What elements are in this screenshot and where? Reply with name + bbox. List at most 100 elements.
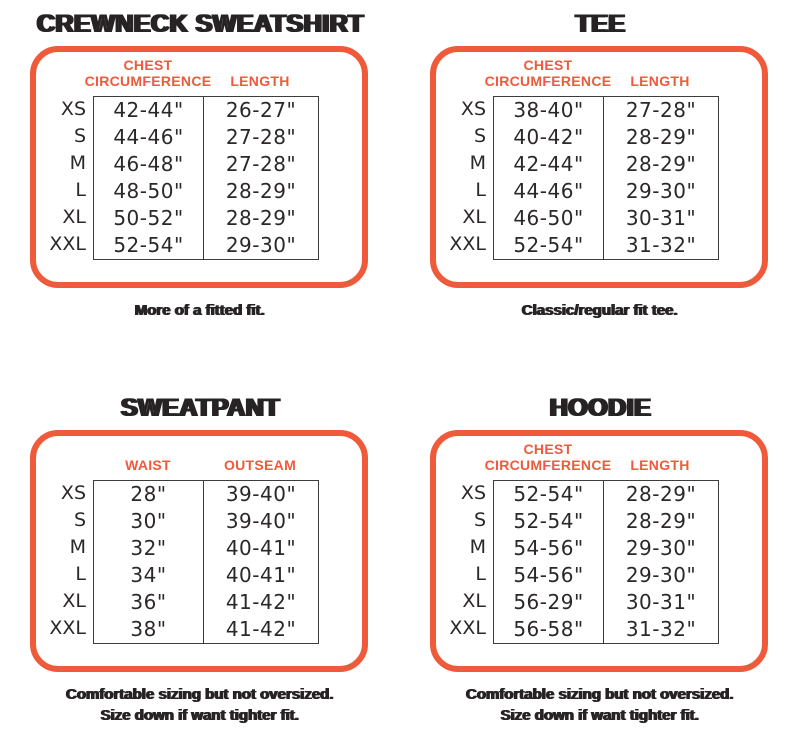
value-cell: 56-58" (513, 617, 584, 641)
size-label: S (73, 509, 86, 531)
value-cell: 28-29" (625, 509, 697, 533)
fit-caption-line: Classic/regular fit tee. (521, 302, 677, 319)
value-cell: 52-54" (513, 482, 584, 506)
fit-caption: More of a fitted fit. (10, 300, 388, 321)
size-label: XS (60, 482, 86, 504)
value-cell: 46-48" (113, 152, 184, 176)
size-label: L (75, 563, 86, 585)
fit-caption: Comfortable sizing but not oversized. Si… (410, 684, 788, 726)
value-cell: 52-54" (513, 509, 584, 533)
fit-caption-line: Size down if want tighter fit. (99, 707, 299, 724)
size-label-column: XS S M L XL XXL (436, 96, 486, 258)
size-chart-crewneck-sweatshirt: CREWNECK SWEATSHIRT CHEST CIRCUMFERENCE … (30, 0, 368, 372)
size-label: XL (62, 206, 86, 228)
chart-title: SWEATPANT (119, 394, 279, 422)
value-cell: 29-30" (625, 536, 697, 560)
size-label: S (73, 125, 86, 147)
table-column-1: 42-44" 44-46" 46-48" 48-50" 50-52" 52-54… (94, 97, 204, 259)
size-label: L (75, 179, 86, 201)
table-column-2: 26-27" 27-28" 27-28" 28-29" 28-29" 29-30… (204, 97, 318, 259)
measurements-table: 28" 30" 32" 34" 36" 38" 39-40" 39-40" 40… (93, 480, 319, 644)
size-chart-hoodie: HOODIE CHEST CIRCUMFERENCE LENGTH XS S M… (430, 384, 768, 745)
value-cell: 29-30" (625, 563, 697, 587)
size-label-column: XS S M L XL XXL (436, 480, 486, 642)
value-cell: 31-32" (625, 233, 697, 257)
value-cell: 30-31" (625, 590, 697, 614)
table-column-2: 28-29" 28-29" 29-30" 29-30" 30-31" 31-32… (604, 481, 718, 643)
value-cell: 52-54" (513, 233, 584, 257)
value-cell: 44-46" (113, 125, 184, 149)
column-header-length: LENGTH (230, 73, 290, 90)
value-cell: 41-42" (225, 617, 297, 641)
size-label-column: XS S M L XL XXL (36, 96, 86, 258)
column-header-chest-circumference: CHEST CIRCUMFERENCE (484, 56, 612, 90)
chart-card: CHEST CIRCUMFERENCE LENGTH XS S M L XL X… (430, 430, 768, 672)
value-cell: 50-52" (113, 206, 184, 230)
fit-caption-line: Comfortable sizing but not oversized. (465, 686, 733, 703)
column-header-chest-circumference: CHEST CIRCUMFERENCE (484, 440, 612, 474)
size-label: XXL (49, 617, 86, 639)
size-label: M (469, 536, 486, 558)
measurements-table: 52-54" 52-54" 54-56" 54-56" 56-29" 56-58… (493, 480, 719, 644)
value-cell: 40-41" (225, 563, 297, 587)
value-cell: 40-41" (225, 536, 297, 560)
value-cell: 29-30" (625, 179, 697, 203)
value-cell: 26-27" (225, 98, 297, 122)
size-label: XXL (449, 233, 486, 255)
size-label-column: XS S M L XL XXL (36, 480, 86, 642)
value-cell: 29-30" (225, 233, 297, 257)
value-cell: 38" (130, 617, 167, 641)
size-label: XS (460, 98, 486, 120)
table-column-2: 39-40" 39-40" 40-41" 40-41" 41-42" 41-42… (204, 481, 318, 643)
size-label: XXL (49, 233, 86, 255)
value-cell: 27-28" (225, 125, 297, 149)
value-cell: 52-54" (113, 233, 184, 257)
size-label: S (473, 125, 486, 147)
fit-caption-line: Comfortable sizing but not oversized. (65, 686, 333, 703)
size-label: M (69, 536, 86, 558)
measurements-table: 38-40" 40-42" 42-44" 44-46" 46-50" 52-54… (493, 96, 719, 260)
size-label: XS (60, 98, 86, 120)
column-header-length: LENGTH (630, 457, 690, 474)
size-label: XL (462, 590, 486, 612)
value-cell: 42-44" (113, 98, 184, 122)
size-label: S (473, 509, 486, 531)
value-cell: 32" (130, 536, 167, 560)
value-cell: 27-28" (625, 98, 697, 122)
table-column-1: 52-54" 52-54" 54-56" 54-56" 56-29" 56-58… (494, 481, 604, 643)
chart-card: CHEST CIRCUMFERENCE LENGTH XS S M L XL X… (430, 46, 768, 288)
fit-caption-line: More of a fitted fit. (134, 302, 264, 319)
value-cell: 28-29" (625, 125, 697, 149)
value-cell: 34" (130, 563, 167, 587)
value-cell: 39-40" (225, 482, 297, 506)
chart-title: CREWNECK SWEATSHIRT (35, 10, 363, 38)
value-cell: 28" (130, 482, 167, 506)
value-cell: 44-46" (513, 179, 584, 203)
value-cell: 27-28" (225, 152, 297, 176)
size-label: XXL (449, 617, 486, 639)
chart-card: WAIST OUTSEAM XS S M L XL XXL 28" 30" 32… (30, 430, 368, 672)
value-cell: 39-40" (225, 509, 297, 533)
chart-card: CHEST CIRCUMFERENCE LENGTH XS S M L XL X… (30, 46, 368, 288)
fit-caption-line: Size down if want tighter fit. (499, 707, 699, 724)
value-cell: 28-29" (225, 206, 297, 230)
measurements-table: 42-44" 44-46" 46-48" 48-50" 50-52" 52-54… (93, 96, 319, 260)
table-column-1: 28" 30" 32" 34" 36" 38" (94, 481, 204, 643)
size-label: M (469, 152, 486, 174)
value-cell: 42-44" (513, 152, 584, 176)
value-cell: 41-42" (225, 590, 297, 614)
size-chart-sweatpant: SWEATPANT WAIST OUTSEAM XS S M L XL XXL … (30, 384, 368, 745)
value-cell: 30-31" (625, 206, 697, 230)
value-cell: 48-50" (113, 179, 184, 203)
size-label: L (475, 563, 486, 585)
fit-caption: Comfortable sizing but not oversized. Si… (10, 684, 388, 726)
value-cell: 36" (130, 590, 167, 614)
fit-caption: Classic/regular fit tee. (410, 300, 788, 321)
chart-title: HOODIE (548, 394, 650, 422)
size-label: XS (460, 482, 486, 504)
column-header-outseam: OUTSEAM (223, 457, 297, 474)
value-cell: 28-29" (625, 152, 697, 176)
size-chart-tee: TEE CHEST CIRCUMFERENCE LENGTH XS S M L … (430, 0, 768, 372)
chart-title: TEE (573, 10, 625, 38)
